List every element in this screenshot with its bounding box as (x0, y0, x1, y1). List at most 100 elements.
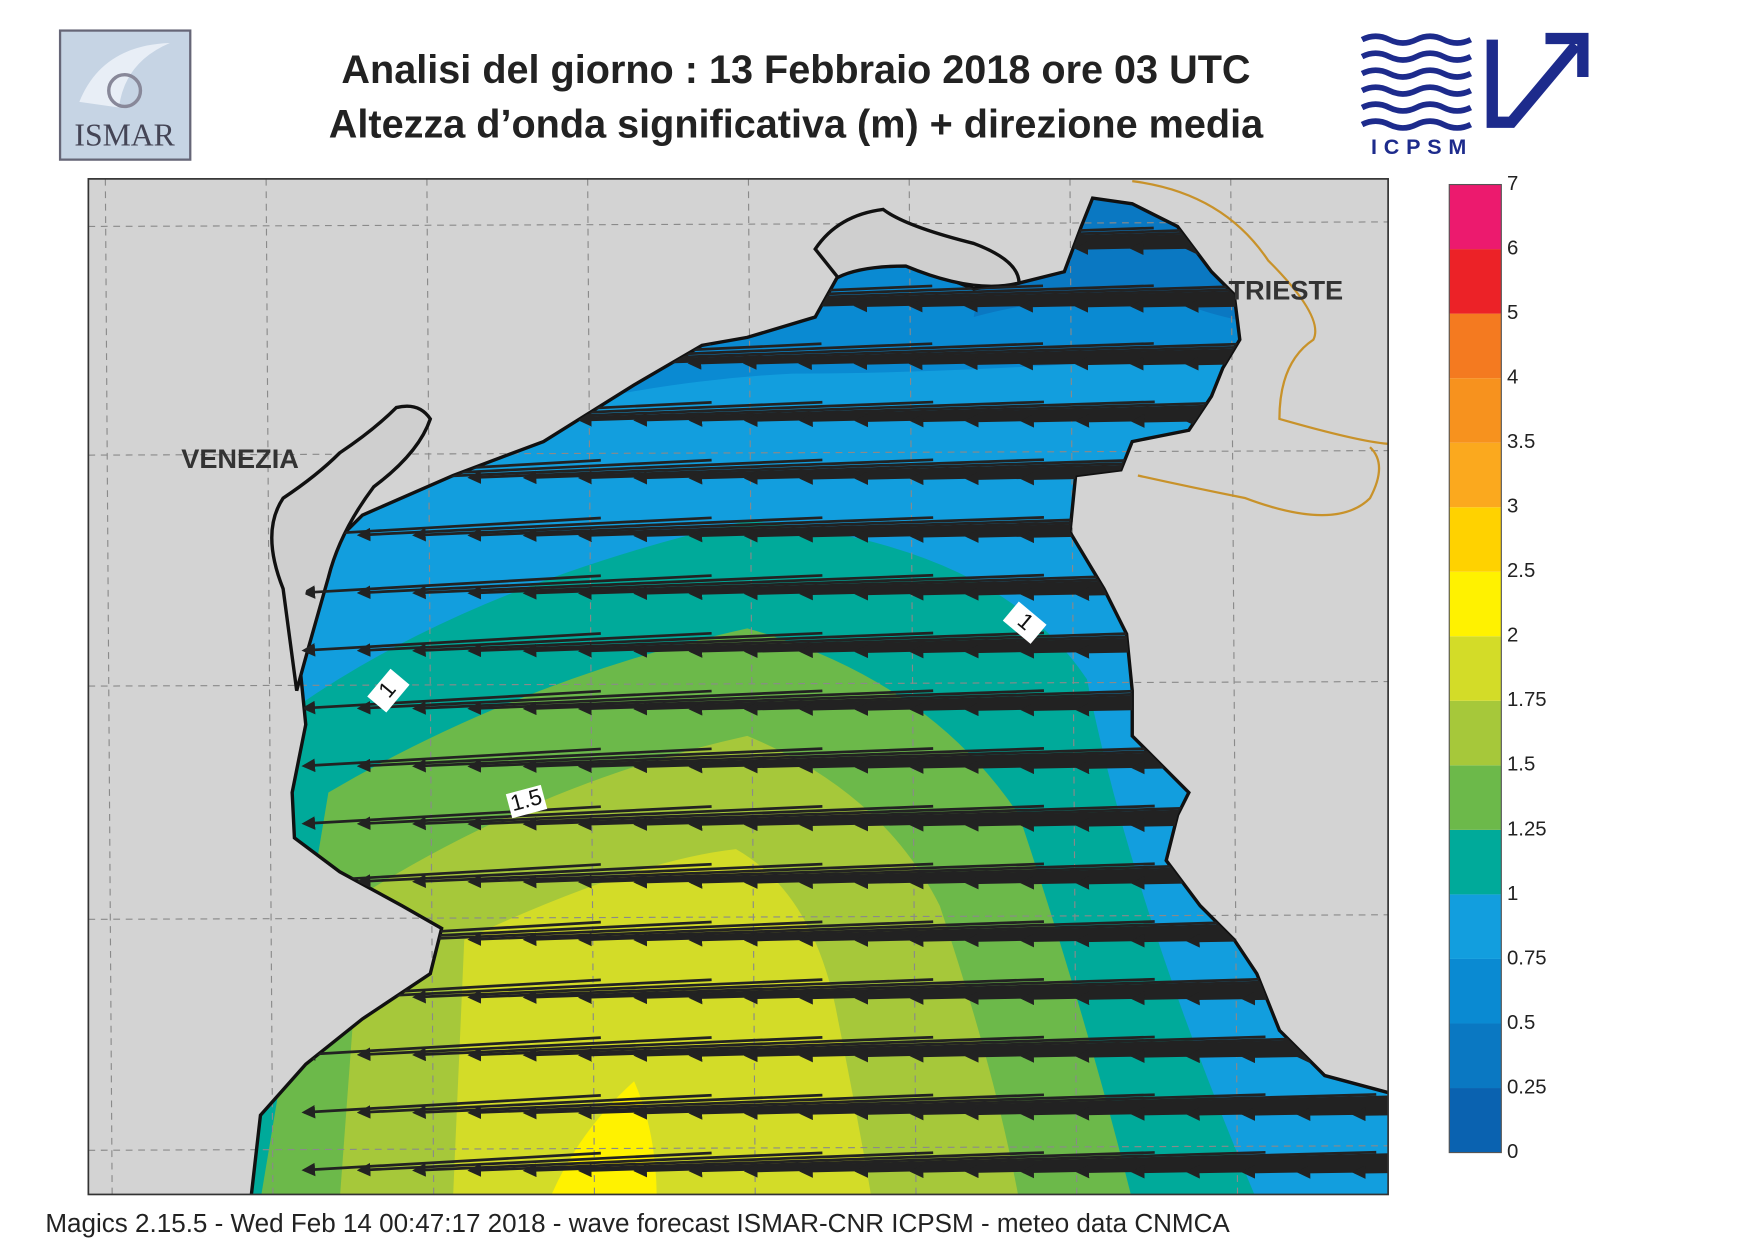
direction-arrow (633, 400, 1266, 427)
colorbar-swatch (1449, 958, 1502, 1024)
direction-arrow (412, 1151, 823, 1177)
contour-label-box (367, 668, 410, 713)
colorbar-swatch (1449, 571, 1502, 637)
direction-arrow (522, 631, 1044, 658)
contour-label-box (1002, 601, 1047, 644)
direction-arrow (577, 515, 1155, 543)
direction-arrow (522, 516, 1044, 542)
direction-arrow (909, 1150, 1389, 1179)
direction-arrow (301, 516, 601, 542)
direction-arrow (301, 689, 601, 715)
direction-arrow (577, 920, 1155, 947)
colorbar-label: 3.5 (1507, 431, 1535, 453)
direction-arrow (633, 804, 1266, 831)
colorbar-label: 2 (1507, 625, 1518, 647)
direction-arrow (798, 341, 1389, 370)
direction-arrow (1350, 340, 1389, 371)
colorbar-swatch (1449, 700, 1502, 766)
direction-arrow (467, 920, 934, 946)
colorbar-label: 0 (1507, 1141, 1518, 1163)
contour-label: 1 (1002, 601, 1047, 644)
direction-arrow (633, 1035, 1266, 1062)
colorbar-label: 0.25 (1507, 1076, 1547, 1098)
direction-arrow (1351, 687, 1389, 717)
logo-text: ISMAR (74, 117, 175, 152)
direction-arrow (577, 400, 1155, 427)
direction-arrow (1350, 225, 1389, 256)
colorbar-swatch (1449, 765, 1502, 830)
colorbar-label: 5 (1507, 302, 1518, 324)
direction-arrow (467, 1151, 934, 1177)
colorbar-frame (1448, 183, 1502, 1154)
direction-arrow (577, 689, 1155, 716)
direction-arrow (632, 341, 1265, 370)
direction-arrow (1351, 1034, 1389, 1064)
colorbar-swatch (1449, 442, 1502, 508)
direction-arrow (577, 573, 1155, 600)
direction-arrow (743, 1150, 1389, 1178)
direction-arrow (577, 804, 1155, 831)
direction-arrow (577, 862, 1155, 889)
graticule (88, 681, 1389, 687)
direction-arrow (467, 573, 934, 600)
direction-arrow (1351, 456, 1389, 486)
direction-arrow (963, 341, 1389, 371)
direction-arrow (467, 631, 934, 658)
direction-arrow (412, 1036, 823, 1062)
direction-arrow (577, 977, 1155, 1005)
direction-arrow (799, 1150, 1389, 1178)
colorbar-label: 0.75 (1507, 947, 1547, 969)
direction-arrow (522, 804, 1044, 831)
direction-arrow (1351, 514, 1389, 544)
direction-arrow (522, 1093, 1044, 1120)
direction-arrow (1351, 1091, 1389, 1122)
direction-arrow (412, 516, 823, 542)
subtitle: Altezza d’onda significativa (m) + direz… (329, 102, 1264, 146)
contour-label-box (505, 784, 548, 819)
direction-arrow (301, 1036, 601, 1061)
direction-arrow (633, 862, 1266, 889)
direction-arrow (301, 574, 601, 599)
direction-arrow (799, 919, 1389, 947)
direction-arrow (467, 516, 934, 542)
colorbar-swatch (1449, 894, 1502, 959)
colorbar-swatch (1449, 378, 1502, 443)
direction-arrow (577, 458, 1155, 485)
logo-text: ICPSM (1371, 135, 1473, 159)
direction-arrow (467, 1035, 934, 1062)
direction-arrow (412, 631, 823, 658)
place-label: TRIESTE (1228, 274, 1343, 305)
direction-arrow (1351, 1149, 1389, 1179)
direction-arrow (301, 1094, 601, 1119)
direction-arrow (577, 1151, 1155, 1178)
colorbar-swatch (1449, 507, 1502, 572)
direction-arrow (467, 862, 934, 889)
direction-arrow (522, 400, 1044, 427)
direction-arrow (633, 1150, 1266, 1178)
colorbar-label: 7 (1507, 173, 1518, 195)
direction-arrow (522, 1035, 1044, 1062)
direction-arrow (412, 805, 823, 831)
colorbar-label: 0.5 (1507, 1012, 1535, 1034)
direction-arrow (963, 283, 1389, 313)
direction-arrow (301, 863, 601, 888)
direction-arrow (909, 1092, 1389, 1121)
direction-arrow (412, 747, 823, 773)
graticule (88, 450, 1389, 456)
colorbar-label: 2.5 (1507, 560, 1535, 582)
direction-arrow (522, 573, 1044, 600)
direction-arrow (467, 978, 934, 1004)
colorbar-label: 1.75 (1507, 689, 1547, 711)
direction-arrow (467, 747, 934, 773)
icpsm-logo: ICPSM (1360, 32, 1589, 159)
direction-arrow (522, 1151, 1044, 1178)
colorbar-label: 1 (1507, 883, 1518, 905)
direction-arrow (1350, 283, 1389, 314)
colorbar-label: 6 (1507, 237, 1518, 259)
direction-arrow (412, 1093, 823, 1119)
title: Analisi del giorno : 13 Febbraio 2018 or… (341, 48, 1250, 92)
direction-arrow (522, 920, 1044, 947)
direction-arrow (1351, 398, 1389, 429)
